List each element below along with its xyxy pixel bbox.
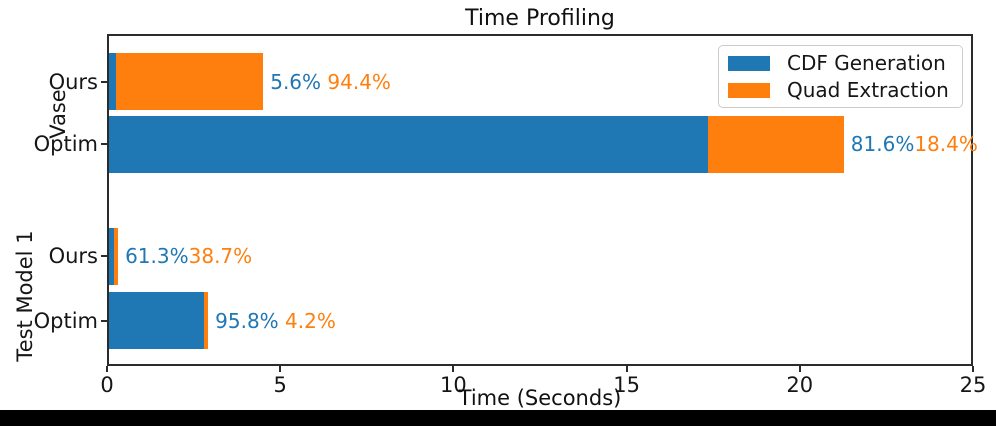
x-axis-label: Time (Seconds) [458, 386, 622, 410]
x-tick-mark [106, 366, 108, 372]
bar-segment-cdf-generation [107, 227, 114, 285]
x-tick-mark [452, 366, 455, 372]
pct-label: 5.6% 94.4% [270, 70, 391, 94]
y-tick-label: Optim [33, 308, 98, 333]
legend-swatch-cdf-generation-icon [728, 55, 770, 71]
legend-item-cdf-generation: CDF Generation [728, 51, 954, 75]
bar-segment-cdf-generation [107, 292, 204, 349]
group-label-vase: Vase [46, 89, 70, 139]
pct-cdf-value: 5.6% [270, 69, 322, 94]
group-label-test-model-1: Test Model 1 [13, 230, 37, 362]
bar-segment-cdf-generation [107, 115, 709, 173]
y-tick-mark [101, 80, 107, 83]
x-tick-label: 20 [786, 373, 814, 397]
legend-label-cdf-generation: CDF Generation [787, 51, 946, 75]
y-tick-label: Optim [33, 132, 98, 156]
y-tick-label: Ours [48, 244, 98, 268]
legend-label-quad-extraction: Quad Extraction [787, 78, 949, 102]
pct-quad-value: 4.2% [278, 308, 336, 333]
x-tick-mark [625, 366, 628, 372]
pct-cdf-value: 81.6% [850, 132, 915, 156]
y-tick-mark [101, 319, 107, 322]
x-tick-label: 15 [613, 373, 640, 397]
bar-segment-quad-extraction [113, 227, 119, 285]
chart-title: Time Profiling [465, 6, 615, 31]
legend-swatch-quad-extraction-icon [728, 82, 770, 98]
x-tick-label: 0 [100, 373, 114, 397]
y-tick-label: Ours [48, 69, 98, 94]
pct-quad-value: 38.7% [188, 244, 253, 268]
x-tick-mark [972, 366, 974, 372]
x-tick-mark [279, 366, 282, 372]
bar-segment-quad-extraction [115, 53, 264, 110]
pct-cdf-value: 95.8% [215, 308, 279, 333]
legend: CDF Generation Quad Extraction [718, 45, 963, 108]
pct-quad-value: 94.4% [321, 69, 391, 94]
y-tick-mark [101, 143, 107, 145]
y-tick-mark [101, 255, 107, 257]
x-tick-label: 10 [440, 373, 467, 397]
pct-label: 61.3%38.7% [125, 244, 252, 268]
x-tick-label: 25 [959, 373, 987, 397]
x-tick-label: 5 [273, 373, 287, 397]
pct-cdf-value: 61.3% [125, 244, 189, 268]
pct-quad-value: 18.4% [914, 132, 978, 156]
pct-label: 81.6%18.4% [851, 132, 978, 156]
bottom-black-bar [0, 410, 996, 426]
bar-segment-cdf-generation [107, 53, 116, 110]
bar-segment-quad-extraction [708, 115, 844, 173]
x-tick-mark [798, 366, 801, 372]
pct-label: 95.8% 4.2% [215, 309, 336, 333]
legend-item-quad-extraction: Quad Extraction [728, 78, 954, 102]
bar-segment-quad-extraction [203, 292, 209, 349]
